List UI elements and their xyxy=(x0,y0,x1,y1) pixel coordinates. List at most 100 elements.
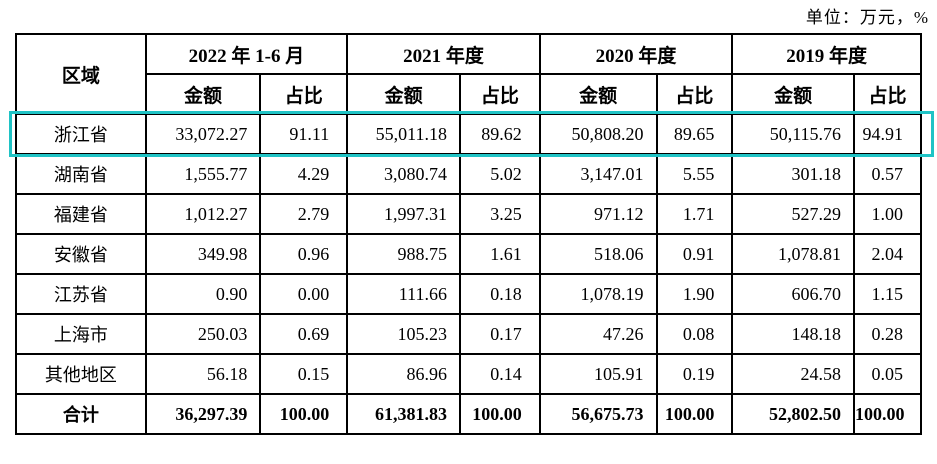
ratio-cell: 94.91 xyxy=(853,113,922,155)
amount-cell: 3,080.74 xyxy=(346,153,461,195)
ratio-cell: 0.19 xyxy=(655,353,734,395)
table-row: 安徽省 349.98 0.96 988.75 1.61 518.06 0.91 1,078.8… xyxy=(15,233,922,275)
ratio-cell: 100.00 xyxy=(458,393,541,435)
ratio-cell: 0.08 xyxy=(655,313,734,355)
ratio-cell: 0.00 xyxy=(259,273,349,315)
header-region: 区域 xyxy=(15,33,147,115)
ratio-cell: 0.15 xyxy=(259,353,349,395)
amount-cell: 1,555.77 xyxy=(144,153,262,195)
amount-cell: 105.23 xyxy=(346,313,461,355)
header-amount: 金额 xyxy=(144,73,262,115)
ratio-cell: 0.57 xyxy=(853,153,922,195)
ratio-cell: 2.79 xyxy=(259,193,349,235)
table-row: 福建省 1,012.27 2.79 1,997.31 3.25 971.12 1.71 527… xyxy=(15,193,922,235)
table-row: 江苏省 0.90 0.00 111.66 0.18 1,078.19 1.90 606.70 1… xyxy=(15,273,922,315)
amount-cell: 3,147.01 xyxy=(538,153,658,195)
header-ratio: 占比 xyxy=(655,73,734,115)
amount-cell: 527.29 xyxy=(731,193,856,235)
amount-cell: 1,078.19 xyxy=(538,273,658,315)
amount-cell: 50,808.20 xyxy=(538,113,658,155)
amount-cell: 56.18 xyxy=(144,353,262,395)
header-ratio: 占比 xyxy=(853,73,922,115)
table-header: 区域 2022 年 1-6 月 2021 年度 2020 年度 2019 年度 … xyxy=(15,33,922,115)
amount-cell: 86.96 xyxy=(346,353,461,395)
ratio-cell: 1.71 xyxy=(655,193,734,235)
ratio-cell: 100.00 xyxy=(655,393,734,435)
header-amount: 金额 xyxy=(346,73,461,115)
amount-cell: 52,802.50 xyxy=(731,393,856,435)
ratio-cell: 3.25 xyxy=(458,193,541,235)
table-row: 浙江省 33,072.27 91.11 55,011.18 89.62 50,808.20… xyxy=(15,113,922,155)
header-period-2021: 2021 年度 xyxy=(346,33,541,75)
header-ratio: 占比 xyxy=(259,73,349,115)
ratio-cell: 100.00 xyxy=(853,393,922,435)
header-period-2022: 2022 年 1-6 月 xyxy=(144,33,349,75)
amount-cell: 1,997.31 xyxy=(346,193,461,235)
ratio-cell: 0.69 xyxy=(259,313,349,355)
table-row: 湖南省 1,555.77 4.29 3,080.74 5.02 3,147.01 5.55 3… xyxy=(15,153,922,195)
region-cell: 福建省 xyxy=(15,193,147,235)
ratio-cell: 0.91 xyxy=(655,233,734,275)
amount-cell: 349.98 xyxy=(144,233,262,275)
ratio-cell: 0.18 xyxy=(458,273,541,315)
amount-cell: 105.91 xyxy=(538,353,658,395)
ratio-cell: 0.05 xyxy=(853,353,922,395)
amount-cell: 36,297.39 xyxy=(144,393,262,435)
region-cell: 合计 xyxy=(15,393,147,435)
amount-cell: 148.18 xyxy=(731,313,856,355)
amount-cell: 1,012.27 xyxy=(144,193,262,235)
amount-cell: 61,381.83 xyxy=(346,393,461,435)
table-row: 合计 36,297.39 100.00 61,381.83 100.00 56,675.7… xyxy=(15,393,922,435)
amount-cell: 50,115.76 xyxy=(731,113,856,155)
ratio-cell: 0.96 xyxy=(259,233,349,275)
region-cell: 湖南省 xyxy=(15,153,147,195)
region-cell: 上海市 xyxy=(15,313,147,355)
header-sub-row: 金额 占比 金额 占比 金额 占比 金额 占比 xyxy=(16,73,922,115)
region-cell: 安徽省 xyxy=(15,233,147,275)
table-body: 浙江省 33,072.27 91.11 55,011.18 89.62 50,808.20… xyxy=(15,113,922,435)
table-wrap: 区域 2022 年 1-6 月 2021 年度 2020 年度 2019 年度 … xyxy=(9,33,934,435)
amount-cell: 1,078.81 xyxy=(731,233,856,275)
amount-cell: 518.06 xyxy=(538,233,658,275)
ratio-cell: 1.90 xyxy=(655,273,734,315)
ratio-cell: 1.00 xyxy=(853,193,922,235)
ratio-cell: 2.04 xyxy=(853,233,922,275)
amount-cell: 971.12 xyxy=(538,193,658,235)
ratio-cell: 100.00 xyxy=(259,393,349,435)
region-cell: 江苏省 xyxy=(15,273,147,315)
ratio-cell: 89.65 xyxy=(655,113,734,155)
amount-cell: 111.66 xyxy=(346,273,461,315)
ratio-cell: 0.17 xyxy=(458,313,541,355)
header-ratio: 占比 xyxy=(458,73,541,115)
header-period-2019: 2019 年度 xyxy=(731,33,922,75)
ratio-cell: 1.61 xyxy=(458,233,541,275)
table-row: 上海市 250.03 0.69 105.23 0.17 47.26 0.08 148.18 0.… xyxy=(15,313,922,355)
ratio-cell: 89.62 xyxy=(458,113,541,155)
header-amount: 金额 xyxy=(731,73,856,115)
unit-label: 单位：万元，% xyxy=(805,8,929,27)
ratio-cell: 5.02 xyxy=(458,153,541,195)
amount-cell: 301.18 xyxy=(731,153,856,195)
amount-cell: 0.90 xyxy=(144,273,262,315)
amount-cell: 24.58 xyxy=(731,353,856,395)
region-cell: 浙江省 xyxy=(15,113,147,155)
region-cell: 其他地区 xyxy=(15,353,147,395)
header-period-2020: 2020 年度 xyxy=(538,33,734,75)
ratio-cell: 91.11 xyxy=(259,113,349,155)
header-group-row: 区域 2022 年 1-6 月 2021 年度 2020 年度 2019 年度 xyxy=(15,33,922,115)
amount-cell: 988.75 xyxy=(346,233,461,275)
header-amount: 金额 xyxy=(538,73,658,115)
ratio-cell: 4.29 xyxy=(259,153,349,195)
ratio-cell: 5.55 xyxy=(655,153,734,195)
amount-cell: 56,675.73 xyxy=(538,393,658,435)
ratio-cell: 1.15 xyxy=(853,273,922,315)
regional-revenue-table: 区域 2022 年 1-6 月 2021 年度 2020 年度 2019 年度 … xyxy=(15,33,922,435)
amount-cell: 47.26 xyxy=(538,313,658,355)
table-row: 其他地区 56.18 0.15 86.96 0.14 105.91 0.19 24.58 0.0… xyxy=(15,353,922,395)
ratio-cell: 0.14 xyxy=(458,353,541,395)
amount-cell: 55,011.18 xyxy=(346,113,461,155)
amount-cell: 606.70 xyxy=(731,273,856,315)
ratio-cell: 0.28 xyxy=(853,313,922,355)
amount-cell: 33,072.27 xyxy=(144,113,262,155)
